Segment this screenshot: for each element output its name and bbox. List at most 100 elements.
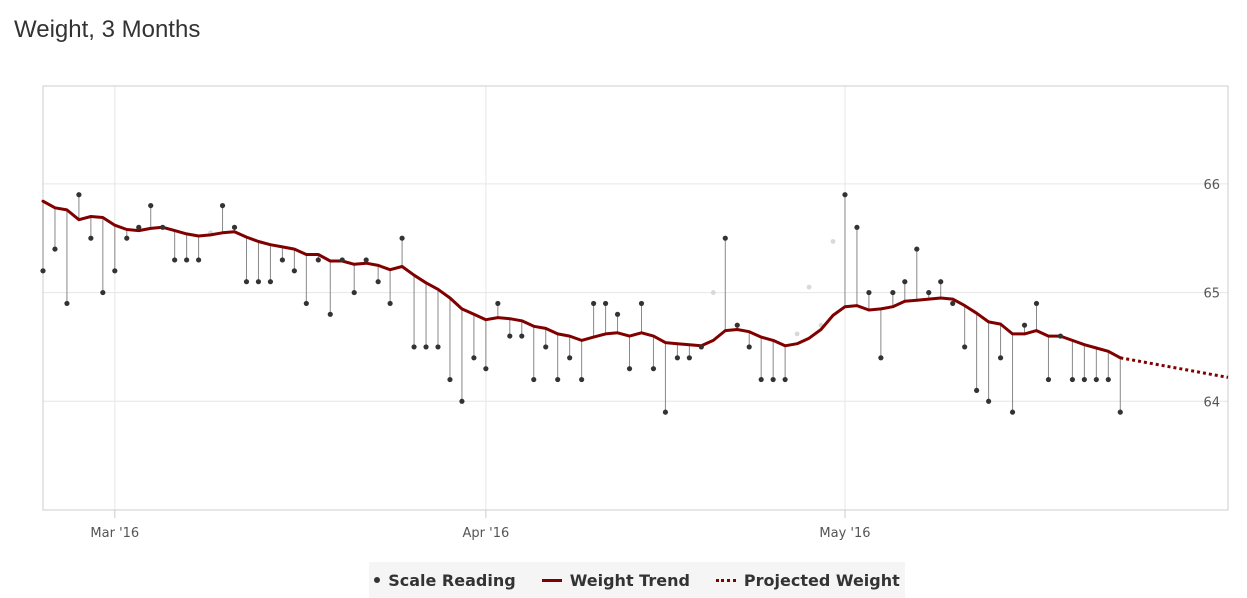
scale-reading-point: [626, 366, 633, 372]
scale-reading-point: [997, 355, 1004, 361]
scale-reading-point: [76, 192, 82, 198]
scale-reading-point: [435, 344, 441, 350]
scale-reading-point: [315, 257, 321, 263]
legend-label-projected-weight: Projected Weight: [743, 570, 900, 590]
scale-reading-point: [40, 268, 46, 274]
scale-reading-point: [219, 202, 226, 209]
scale-reading-point: [986, 398, 992, 404]
scale-reading-point: [375, 279, 381, 285]
scale-reading-point: [483, 366, 489, 372]
scale-reading-point: [950, 300, 956, 307]
scale-reading-point: [555, 376, 561, 383]
chart-title: Weight, 3 Months: [14, 16, 201, 43]
scale-reading-point: [1045, 376, 1052, 383]
scale-reading-point: [1093, 376, 1099, 383]
scale-reading-point: [698, 344, 704, 350]
y-tick-label: 64: [1203, 395, 1220, 410]
faded-reading-point: [794, 331, 800, 337]
legend-item-projected-weight[interactable]: Projected Weight: [715, 570, 900, 590]
scale-reading-point: [890, 289, 896, 296]
scale-reading-point: [459, 398, 465, 404]
scale-reading-point: [962, 344, 968, 350]
deviation-stems: [42, 194, 1121, 413]
scale-reading-point: [770, 376, 776, 383]
scale-reading-point: [662, 409, 669, 415]
scale-readings: [40, 192, 1123, 415]
scale-reading-point: [279, 257, 285, 263]
point-marker-icon: [374, 577, 381, 583]
scale-reading-point: [782, 376, 788, 383]
scale-reading-point: [387, 300, 393, 307]
dotted-line-icon: [715, 578, 736, 582]
scale-reading-point: [327, 311, 333, 317]
scale-reading-point: [160, 224, 166, 230]
scale-reading-point: [1021, 322, 1028, 328]
scale-reading-point: [567, 355, 573, 361]
scale-reading-point: [866, 289, 872, 296]
scale-reading-point: [938, 279, 944, 285]
scale-reading-point: [519, 333, 525, 339]
scale-reading-point: [842, 192, 848, 198]
legend-item-weight-trend[interactable]: Weight Trend: [541, 570, 690, 590]
scale-reading-point: [399, 235, 405, 241]
scale-reading-point: [351, 289, 357, 296]
plot-area-border: [42, 85, 1229, 511]
weight-trend-line: [41, 199, 1122, 360]
scale-reading-point: [100, 289, 106, 296]
y-tick-label: 65: [1203, 287, 1220, 302]
faded-reading-point: [710, 290, 716, 295]
x-tick-label: May '16: [819, 526, 870, 541]
projected-weight-line: [1120, 356, 1229, 379]
scale-reading-point: [854, 224, 860, 230]
scale-reading-point: [124, 235, 130, 241]
scale-reading-point: [303, 300, 309, 307]
x-tick-label: Mar '16: [90, 526, 139, 541]
scale-reading-point: [674, 355, 680, 361]
scale-reading-point: [1069, 376, 1075, 383]
scale-reading-point: [88, 235, 94, 241]
scale-reading-point: [974, 387, 980, 394]
scale-reading-point: [531, 376, 537, 383]
scale-reading-point: [591, 300, 597, 307]
scale-reading-point: [291, 268, 297, 274]
x-tick-label: Apr '16: [463, 526, 510, 541]
scale-reading-point: [722, 235, 728, 241]
scale-reading-point: [638, 300, 645, 307]
scale-reading-point: [1081, 376, 1087, 383]
legend-label-weight-trend: Weight Trend: [569, 570, 690, 590]
scale-reading-point: [196, 257, 202, 263]
scale-reading-point: [423, 344, 429, 350]
scale-reading-point: [507, 333, 513, 339]
scale-reading-point: [136, 224, 142, 230]
y-tick-label: 66: [1203, 178, 1220, 193]
scale-reading-point: [914, 246, 920, 252]
scale-reading-point: [184, 257, 190, 263]
scale-reading-point: [243, 279, 250, 285]
scale-reading-point: [172, 257, 178, 263]
scale-reading-point: [746, 344, 752, 350]
scale-reading-point: [64, 300, 70, 307]
faded-reading-point: [830, 239, 836, 244]
scale-reading-point: [411, 344, 417, 350]
solid-line-icon: [541, 578, 562, 582]
legend: Scale Reading Weight Trend Projected Wei…: [369, 562, 905, 598]
scale-reading-point: [878, 355, 884, 361]
scale-reading-point: [1117, 409, 1123, 415]
scale-reading-point: [363, 257, 369, 263]
scale-reading-point: [1105, 376, 1111, 383]
scale-reading-point: [1009, 409, 1016, 415]
scale-reading-point: [579, 376, 585, 383]
legend-item-scale-reading[interactable]: Scale Reading: [374, 571, 516, 590]
scale-reading-point: [52, 246, 58, 252]
trend-lines: [41, 199, 1229, 379]
scale-reading-point: [447, 376, 453, 383]
scale-reading-point: [1057, 333, 1064, 339]
scale-reading-point: [614, 311, 621, 317]
scale-reading-point: [339, 257, 345, 263]
scale-reading-point: [686, 355, 692, 361]
scale-reading-point: [255, 279, 262, 285]
scale-reading-point: [1033, 300, 1040, 307]
scale-reading-point: [112, 268, 118, 274]
scale-reading-point: [543, 344, 549, 350]
